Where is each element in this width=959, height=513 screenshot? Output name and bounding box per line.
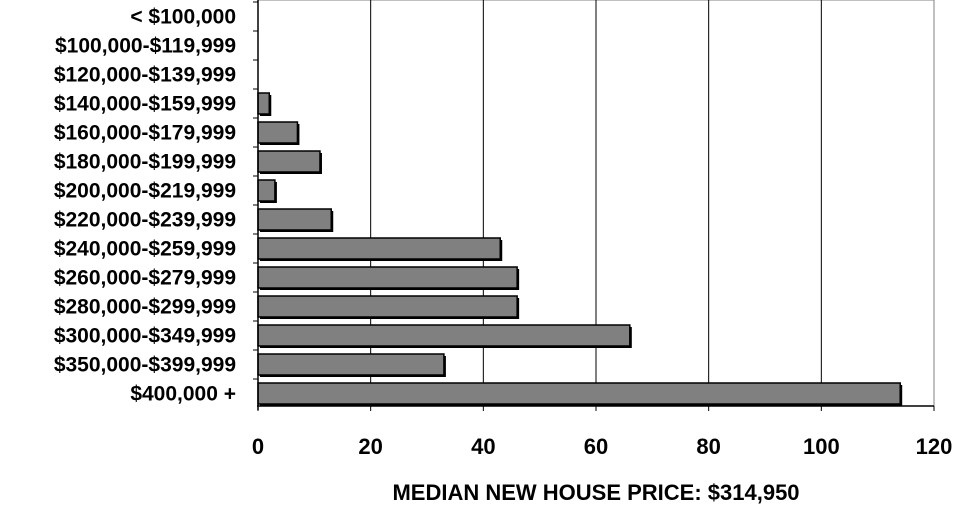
category-label: < $100,000 [130, 6, 236, 29]
x-tick-label: 60 [584, 434, 608, 459]
category-label: $140,000-$159,999 [54, 93, 236, 116]
category-label: $160,000-$179,999 [54, 122, 236, 145]
bar [257, 150, 321, 173]
bar [257, 237, 501, 260]
x-tick-label: 40 [471, 434, 495, 459]
category-label: $280,000-$299,999 [54, 296, 236, 319]
category-label: $240,000-$259,999 [54, 238, 236, 261]
x-axis-title: MEDIAN NEW HOUSE PRICE: $314,950 [392, 480, 799, 505]
category-label: $120,000-$139,999 [54, 64, 236, 87]
x-tick-label: 20 [358, 434, 382, 459]
category-label: $260,000-$279,999 [54, 267, 236, 290]
category-label: $300,000-$349,999 [54, 325, 236, 348]
bar [257, 266, 518, 289]
x-tick-label: 80 [696, 434, 720, 459]
category-label: $180,000-$199,999 [54, 151, 236, 174]
bar [257, 121, 299, 144]
bar [257, 324, 631, 347]
category-label: $400,000 + [130, 383, 236, 406]
bars [257, 92, 903, 406]
bar [257, 179, 276, 202]
x-tick-labels: 0 20 40 60 80 100 120 [252, 434, 952, 459]
category-label: $350,000-$399,999 [54, 354, 236, 377]
bar [257, 353, 445, 376]
axes [253, 0, 935, 411]
x-tick-label: 0 [252, 434, 264, 459]
bar [257, 295, 518, 318]
category-label: $100,000-$119,999 [55, 35, 236, 58]
category-label: $200,000-$219,999 [54, 180, 236, 203]
bar [257, 92, 271, 115]
category-label: $220,000-$239,999 [54, 209, 236, 232]
bar [257, 382, 901, 405]
category-labels: < $100,000 $100,000-$119,999 $120,000-$139… [54, 6, 236, 406]
x-tick-label: 100 [803, 434, 840, 459]
x-tick-label: 120 [916, 434, 953, 459]
bar [257, 208, 332, 231]
